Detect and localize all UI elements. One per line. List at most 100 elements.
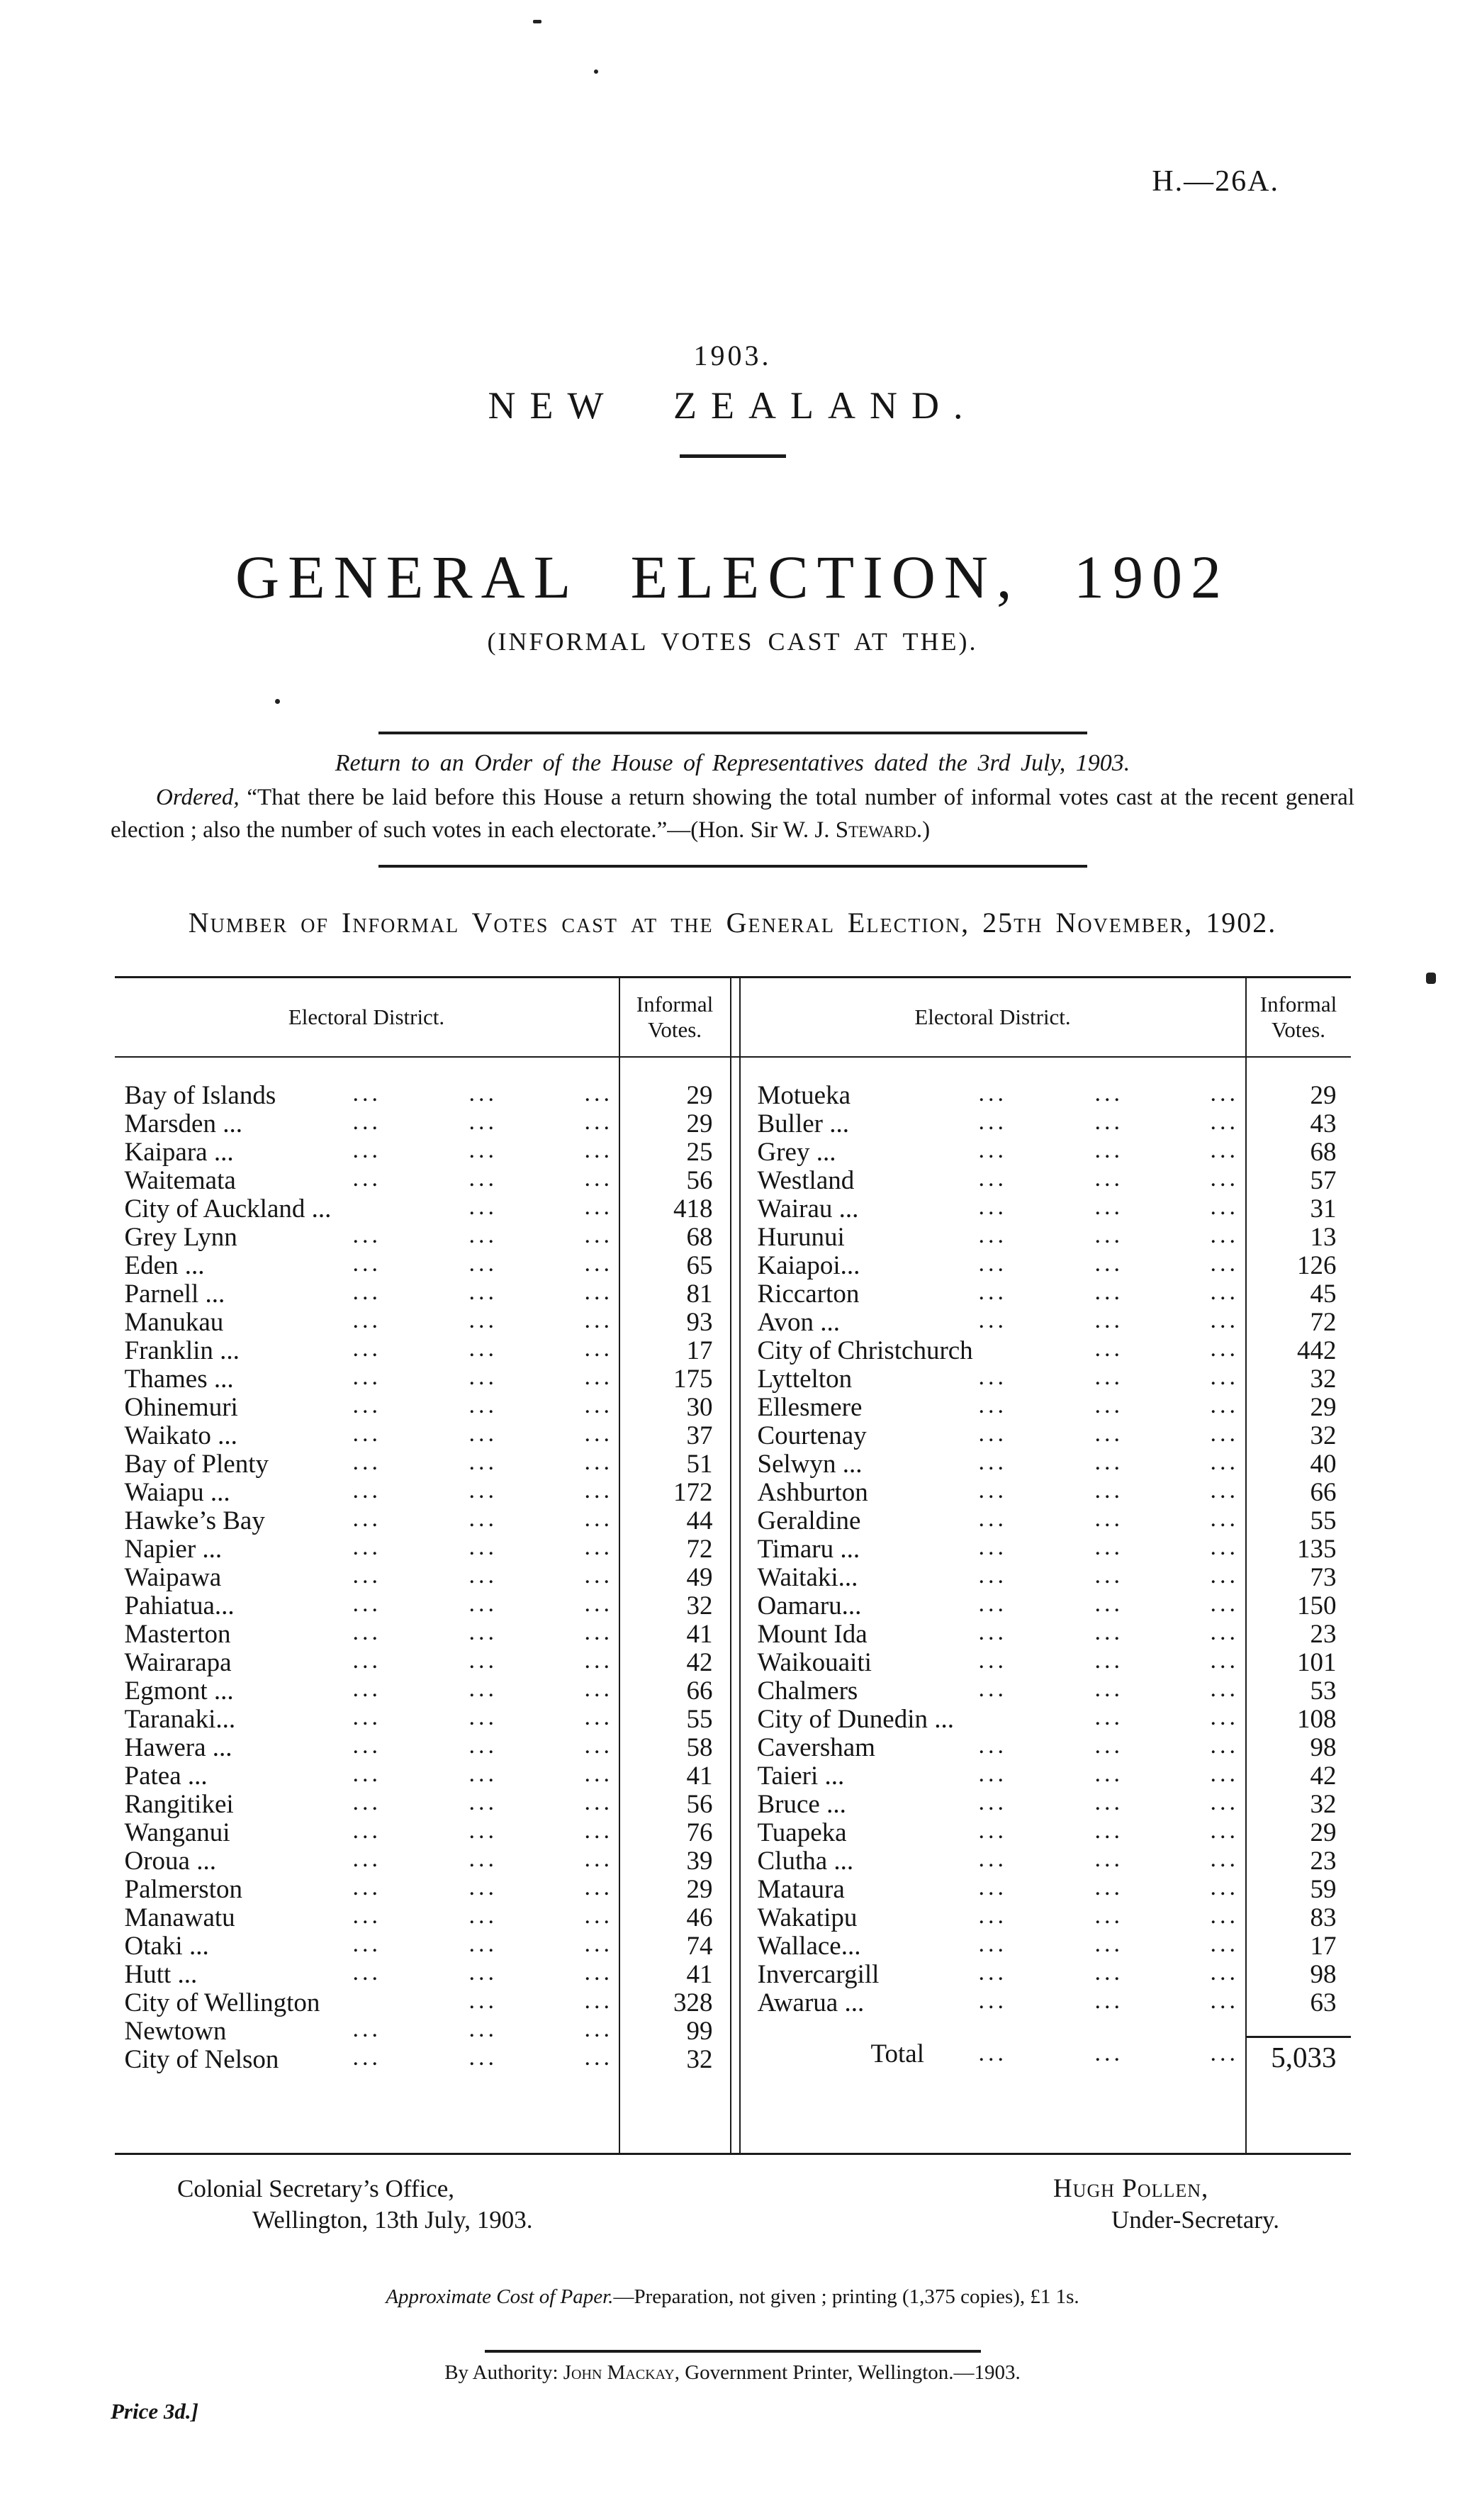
votes-cell: 44 xyxy=(618,1507,730,1535)
leader-dots: ... xyxy=(468,1449,498,1475)
votes-cell: 328 xyxy=(618,1989,730,2017)
leader-dots: ... xyxy=(352,1903,381,1929)
leader-dots: ... xyxy=(978,1080,1007,1107)
district-cell: Avon ............ xyxy=(757,1307,1239,1337)
leader-dots: ... xyxy=(1210,1506,1239,1532)
leader-dots: ... xyxy=(352,1874,381,1900)
leader-dots: ... xyxy=(352,1789,381,1815)
ink-speck xyxy=(275,699,280,704)
table-row: Awarua ............ 63 xyxy=(741,1988,1351,2017)
signature-name: Hugh Pollen, xyxy=(1053,2174,1209,2203)
leader-dots: ... xyxy=(978,1477,1007,1503)
leader-dots: ... xyxy=(1094,1874,1123,1900)
cost-note-title: Approximate Cost of Paper. xyxy=(386,2285,614,2308)
leader-dots: ... xyxy=(1094,1392,1123,1418)
district-cell: Courtenay......... xyxy=(757,1421,1239,1450)
table-row: Caversham......... 98 xyxy=(741,1732,1351,1762)
votes-cell: 126 xyxy=(1245,1252,1351,1280)
table-row: Chalmers......... 53 xyxy=(741,1676,1351,1706)
leader-dots: ... xyxy=(978,1846,1007,1872)
leader-dots: ... xyxy=(1210,1307,1239,1333)
leader-dots: ... xyxy=(978,1988,1007,2014)
district-cell: Wallace............ xyxy=(757,1931,1239,1961)
table-row: Parnell ............ 81 xyxy=(115,1279,730,1309)
district-cell xyxy=(741,2017,1245,2036)
table-row: Riccarton......... 45 xyxy=(741,1279,1351,1309)
votes-cell: 49 xyxy=(618,1564,730,1592)
votes-cell: 29 xyxy=(618,1110,730,1138)
leader-dots: ... xyxy=(468,1959,498,1986)
votes-cell: 29 xyxy=(1245,1082,1351,1110)
votes-cell: 442 xyxy=(1245,1337,1351,1365)
district-cell: Riccarton......... xyxy=(757,1279,1239,1309)
district-cell: Kaiapoi............ xyxy=(757,1250,1239,1280)
leader-dots: ... xyxy=(978,1591,1007,1617)
leader-dots: ... xyxy=(352,1392,381,1418)
votes-cell: 23 xyxy=(1245,1620,1351,1649)
district-cell: City of Dunedin ......... xyxy=(757,1704,1239,1734)
leader-dots: ... xyxy=(1094,1647,1123,1674)
leader-dots: ... xyxy=(1094,1279,1123,1305)
votes-cell: 42 xyxy=(1245,1762,1351,1791)
district-cell: Ellesmere......... xyxy=(757,1392,1239,1422)
table-row: Total......... 5,033 xyxy=(741,2036,1351,2074)
leader-dots: ... xyxy=(1210,1335,1239,1362)
district-cell: Motueka......... xyxy=(757,1080,1239,1110)
leader-dots: ... xyxy=(584,1619,613,1645)
votes-cell: 101 xyxy=(1245,1649,1351,1677)
signature: Hugh Pollen, Under-Secretary. xyxy=(1053,2173,1279,2236)
table-row: Hawera ............ 58 xyxy=(115,1732,730,1762)
leader-dots: ... xyxy=(584,1846,613,1872)
leader-dots: ... xyxy=(584,1364,613,1390)
leader-dots: ... xyxy=(352,1647,381,1674)
district-cell xyxy=(741,2074,1245,2153)
district-cell: Parnell ............ xyxy=(124,1279,613,1309)
table-row: Wakatipu......... 83 xyxy=(741,1903,1351,1932)
leader-dots: ... xyxy=(468,1477,498,1503)
district-cell: Geraldine......... xyxy=(757,1506,1239,1535)
district-cell: Franklin ............ xyxy=(124,1335,613,1365)
leader-dots: ... xyxy=(584,1874,613,1900)
votes-cell: 32 xyxy=(1245,1422,1351,1450)
votes-cell: 29 xyxy=(1245,1819,1351,1847)
leader-dots: ... xyxy=(978,1732,1007,1759)
table-row: Bay of Plenty......... 51 xyxy=(115,1449,730,1479)
district-cell: Bay of Plenty......... xyxy=(124,1449,613,1479)
table-row: Kaiapoi............ 126 xyxy=(741,1250,1351,1280)
leader-dots: ... xyxy=(978,1506,1007,1532)
authority-line: By Authority: John Mackay, Government Pr… xyxy=(111,2361,1354,2385)
table-row: Hutt ............ 41 xyxy=(115,1959,730,1989)
leader-dots: ... xyxy=(584,1988,613,2014)
leader-dots: ... xyxy=(1210,1392,1239,1418)
votes-cell: 41 xyxy=(618,1961,730,1989)
leader-dots: ... xyxy=(1210,2040,1239,2066)
district-cell: City of Wellington...... xyxy=(124,1988,613,2017)
table-row: Grey Lynn......... 68 xyxy=(115,1222,730,1252)
votes-cell: 46 xyxy=(618,1904,730,1932)
authority-prefix: By Authority: xyxy=(444,2361,563,2384)
district-cell: Total......... xyxy=(741,2036,1245,2074)
leader-dots: ... xyxy=(978,1931,1007,1957)
leader-dots: ... xyxy=(1094,1789,1123,1815)
leader-dots: ... xyxy=(1210,1477,1239,1503)
table-row: Waitaki............ 73 xyxy=(741,1562,1351,1592)
leader-dots: ... xyxy=(352,1165,381,1192)
signature-block: Colonial Secretary’s Office, Wellington,… xyxy=(111,2173,1354,2236)
leader-dots: ... xyxy=(352,1137,381,1163)
votes-cell: 98 xyxy=(1245,1734,1351,1762)
leader-dots: ... xyxy=(978,1789,1007,1815)
votes-cell: 108 xyxy=(1245,1706,1351,1734)
leader-dots: ... xyxy=(1210,1109,1239,1135)
votes-cell: 17 xyxy=(618,1337,730,1365)
votes-cell xyxy=(1245,1058,1351,1082)
votes-cell: 68 xyxy=(618,1223,730,1252)
votes-cell: 32 xyxy=(618,1592,730,1620)
votes-cell: 93 xyxy=(618,1309,730,1337)
leader-dots: ... xyxy=(468,1903,498,1929)
table-row: City of Wellington...... 328 xyxy=(115,1988,730,2017)
leader-dots: ... xyxy=(1210,1562,1239,1589)
leader-dots: ... xyxy=(1094,1506,1123,1532)
table-row: Waikato ............ 37 xyxy=(115,1421,730,1450)
leader-dots: ... xyxy=(352,1307,381,1333)
table-row: Waipawa......... 49 xyxy=(115,1562,730,1592)
